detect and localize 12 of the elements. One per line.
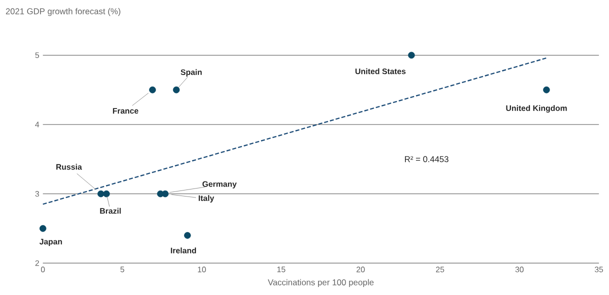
- point: [184, 232, 191, 239]
- point: [543, 86, 550, 94]
- annotation: R² = 0.4453: [404, 156, 448, 162]
- point: [103, 190, 110, 198]
- point: [149, 86, 156, 94]
- point: [172, 86, 180, 94]
- x-axis-title: Vaccinations per 100 people: [268, 279, 374, 288]
- point: [162, 190, 169, 198]
- point: [97, 190, 104, 198]
- y-axis-title: 2021 GDP growth forecast (%): [6, 8, 120, 16]
- point: [408, 52, 415, 59]
- point: [40, 225, 46, 232]
